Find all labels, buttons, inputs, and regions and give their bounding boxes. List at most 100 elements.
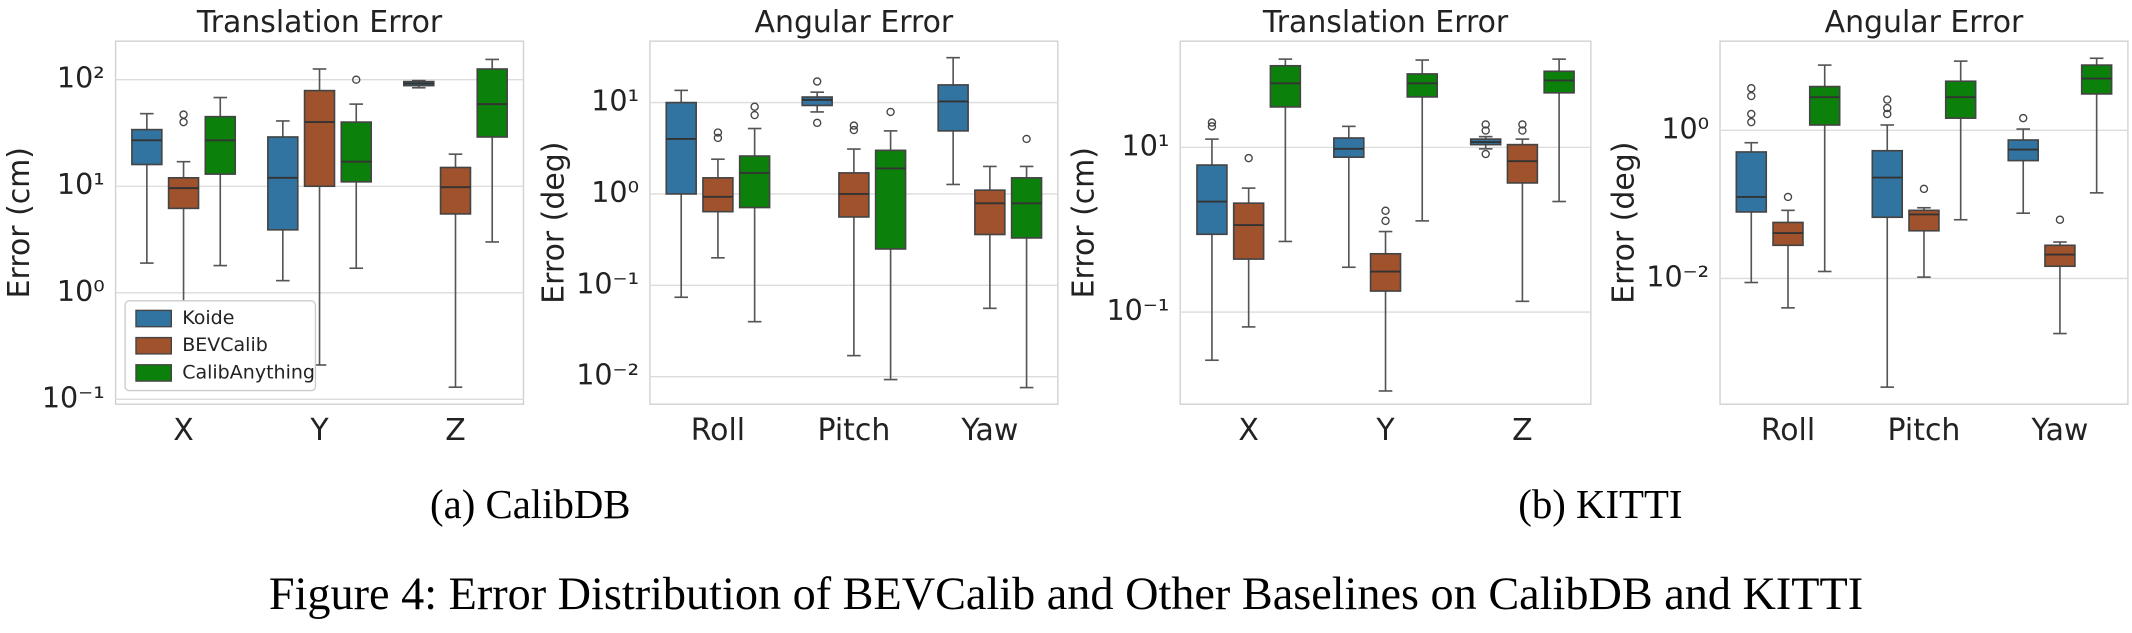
box-group <box>1232 153 1265 328</box>
box <box>267 136 299 231</box>
plot-area <box>114 40 525 405</box>
flier <box>713 133 723 143</box>
legend-box <box>124 300 317 392</box>
box-group <box>1469 120 1502 159</box>
x-tick-label: Y <box>1375 413 1395 448</box>
flier <box>849 121 859 130</box>
flier <box>812 77 822 86</box>
box <box>1871 149 1904 219</box>
box-group <box>738 102 771 323</box>
box <box>1908 209 1940 232</box>
x-tick-label: X <box>1238 413 1259 448</box>
box <box>1735 151 1768 213</box>
legend-label: BEVCalib <box>182 334 268 356</box>
plot-area <box>1179 40 1592 405</box>
flier <box>1244 153 1253 163</box>
box-group <box>439 153 472 389</box>
box-group <box>204 96 237 267</box>
box <box>702 177 734 213</box>
box-group <box>267 120 299 282</box>
box-group <box>1908 184 1940 278</box>
box-group <box>1772 192 1804 309</box>
x-tick-label: Pitch <box>1888 413 1961 448</box>
legend-label: CalibAnything <box>182 361 315 383</box>
box <box>1406 73 1439 98</box>
legend-swatch <box>135 336 173 355</box>
x-tick-label: Z <box>445 413 466 448</box>
y-axis-label: Error (cm) <box>1067 147 1102 298</box>
panel-title: Angular Error <box>1825 5 2024 40</box>
box <box>1010 177 1043 239</box>
box <box>204 115 237 175</box>
panel-title: Angular Error <box>755 5 954 40</box>
box <box>1506 143 1539 184</box>
y-tick-label: 10¹ <box>57 167 105 201</box>
y-axis-label: Error (cm) <box>2 147 37 298</box>
box-group <box>1333 125 1365 269</box>
box <box>476 68 508 138</box>
flier <box>1883 109 1892 119</box>
flier <box>1747 117 1756 127</box>
box-group <box>937 56 969 186</box>
x-tick-label: Y <box>309 413 329 448</box>
box-group <box>702 128 734 259</box>
flier <box>1481 149 1490 159</box>
y-tick-label: 10¹ <box>591 84 639 118</box>
box-group <box>476 58 508 243</box>
flier <box>1207 122 1217 131</box>
flier <box>849 125 859 135</box>
flier <box>750 110 759 120</box>
box <box>303 89 336 188</box>
y-tick-label: 10⁻² <box>1646 259 1709 293</box>
box <box>131 128 163 166</box>
box <box>439 166 472 215</box>
plot-area <box>1719 40 2129 405</box>
flier <box>1747 91 1756 101</box>
box-group <box>1369 206 1402 392</box>
x-tick-label: Yaw <box>2030 413 2088 448</box>
subcaption: (b) KITTI <box>1518 482 1682 527</box>
flier <box>750 102 759 111</box>
box-group <box>2044 215 2076 335</box>
flier <box>886 107 895 117</box>
y-tick-label: 10¹ <box>1122 128 1170 162</box>
box <box>874 149 907 250</box>
box-group <box>1735 84 1768 284</box>
box-group <box>1196 118 1228 362</box>
y-tick-label: 10⁻² <box>576 358 639 392</box>
box <box>2080 64 2113 95</box>
x-tick-label: Roll <box>691 413 745 448</box>
box-group <box>131 112 163 264</box>
box-group <box>1808 64 1841 273</box>
caption: Figure 4: Error Distribution of BEVCalib… <box>269 568 1863 619</box>
box-group <box>1269 58 1302 243</box>
box-group <box>167 110 200 303</box>
box-group <box>665 89 697 299</box>
box <box>167 176 200 210</box>
flier <box>352 75 361 84</box>
box-group <box>2007 113 2039 215</box>
flier <box>1518 120 1527 129</box>
box <box>937 84 969 132</box>
flier <box>1381 216 1390 226</box>
box-group <box>2080 57 2113 194</box>
box <box>801 96 833 107</box>
box <box>1269 64 1302 108</box>
y-tick-label: 10⁰ <box>1661 111 1709 145</box>
box <box>665 101 697 195</box>
box-group <box>1944 60 1977 221</box>
box <box>1333 137 1365 159</box>
y-tick-label: 10⁻¹ <box>42 380 105 414</box>
y-tick-label: 10⁻¹ <box>1106 293 1169 327</box>
y-axis-label: Error (deg) <box>1606 142 1641 304</box>
box-group <box>1543 58 1575 203</box>
panel-title: Translation Error <box>196 5 443 40</box>
box-group <box>340 75 373 270</box>
flier <box>1747 109 1756 119</box>
box-group <box>1871 95 1904 388</box>
flier <box>1381 206 1390 215</box>
box-group <box>974 165 1006 310</box>
box <box>1808 85 1841 126</box>
